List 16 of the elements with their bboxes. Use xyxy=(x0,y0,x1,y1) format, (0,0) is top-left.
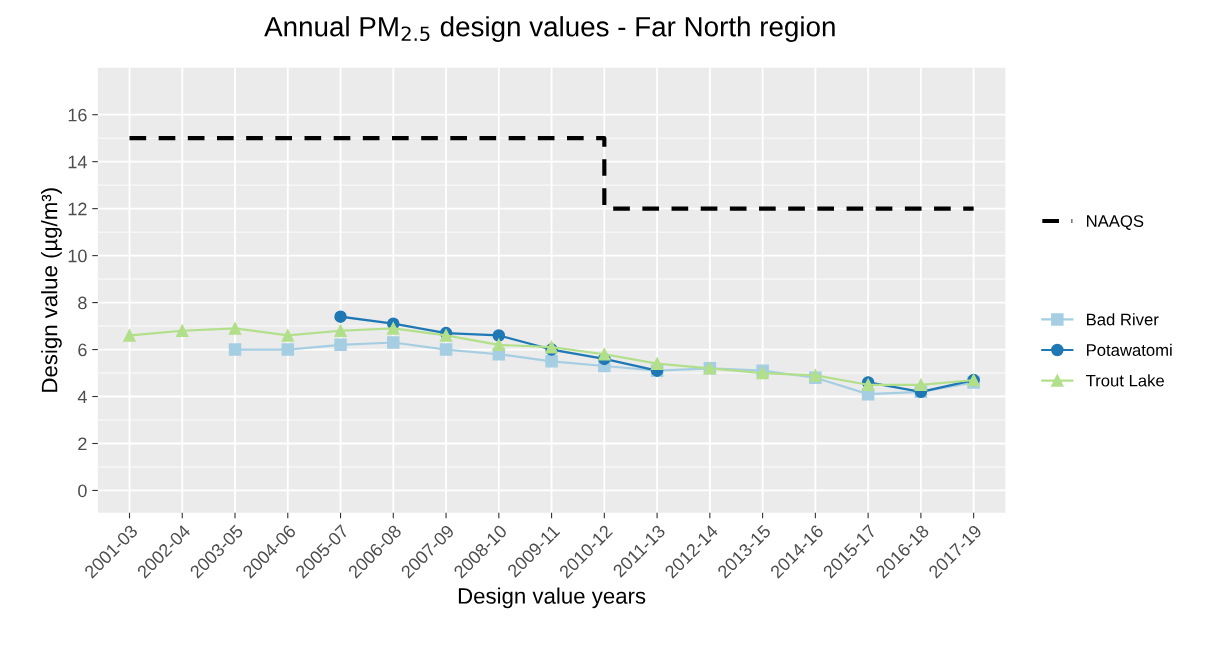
legend-label: Trout Lake xyxy=(1086,374,1164,387)
y-tick-label: 12 xyxy=(68,202,87,216)
y-tick-label: 0 xyxy=(78,484,87,498)
legend-label: Bad River xyxy=(1087,313,1159,326)
chart-title: Annual PM$_{2.5}$ design values - Far North region xyxy=(264,16,835,43)
y-tick-label: 8 xyxy=(78,296,87,310)
y-tick-label: 4 xyxy=(77,390,87,404)
y-tick-label: 2 xyxy=(78,437,87,451)
y-tick-label: 16 xyxy=(68,108,87,122)
legend-label: NAAQS xyxy=(1087,215,1144,230)
y-tick-label: 10 xyxy=(68,249,87,263)
y-axis-title: Design value (µg/m³) xyxy=(41,188,62,392)
y-tick-label: 6 xyxy=(78,343,87,357)
legend-label: Potawatomi xyxy=(1087,343,1172,356)
x-axis-title: Design value years xyxy=(458,587,646,609)
y-tick-label: 14 xyxy=(68,155,87,169)
